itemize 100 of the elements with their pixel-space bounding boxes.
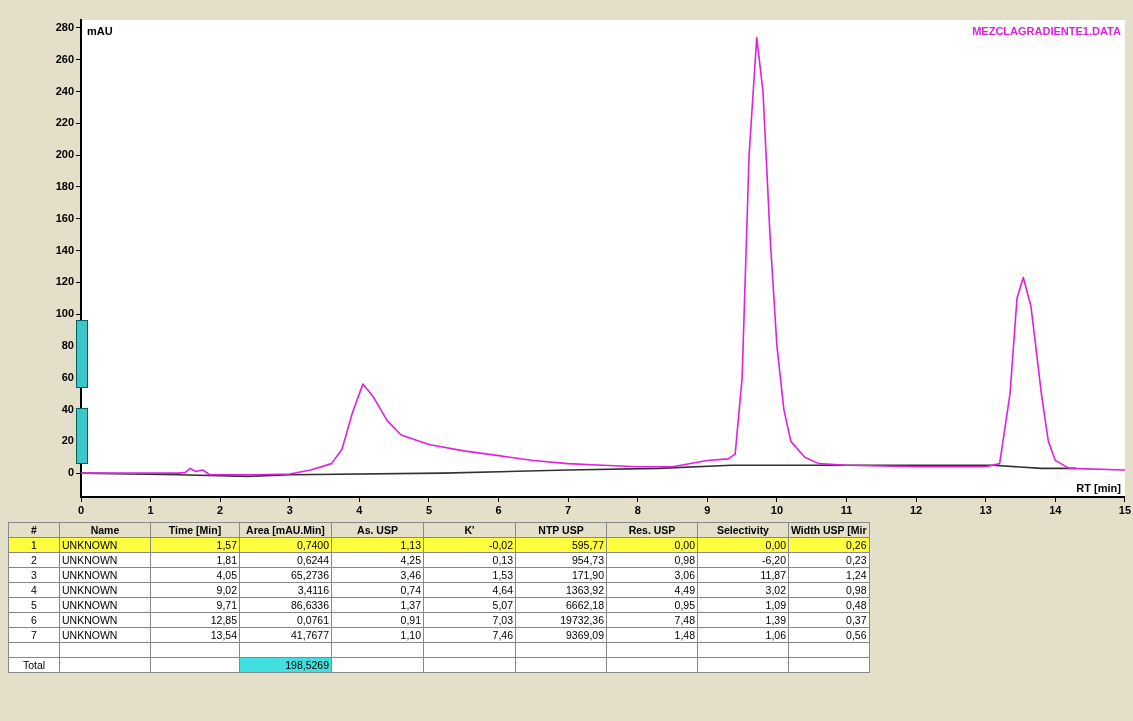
- text: 0,95: [606, 597, 698, 613]
- text: 0,91: [331, 612, 424, 628]
- y-tick-label: 200: [55, 148, 74, 161]
- x-axis-title: RT [min]: [1076, 481, 1122, 494]
- text: #: [8, 522, 60, 538]
- text: UNKNOWN: [59, 537, 151, 553]
- y-tick-label: 80: [61, 338, 74, 351]
- text: 2: [8, 552, 60, 568]
- chart-title: MEZCLAGRADIENTE1.DATA: [972, 24, 1121, 37]
- y-tick-label: 180: [55, 179, 74, 192]
- text: 19732,36: [515, 612, 607, 628]
- text: 4,64: [423, 582, 516, 598]
- text: 0,7400: [239, 537, 332, 553]
- text: 1,81: [150, 552, 240, 568]
- text: 1,48: [606, 627, 698, 643]
- y-tick-label: 0: [67, 466, 74, 479]
- text: 7: [8, 627, 60, 643]
- y-tick-label: 100: [55, 307, 74, 320]
- text: UNKNOWN: [59, 627, 151, 643]
- text: 0,0761: [239, 612, 332, 628]
- text: -0,02: [423, 537, 516, 553]
- y-tick-label: 40: [61, 402, 74, 415]
- text: 171,90: [515, 567, 607, 583]
- y-tick-label: 260: [55, 52, 74, 65]
- text: 3,46: [331, 567, 424, 583]
- text: 4,05: [150, 567, 240, 583]
- text: UNKNOWN: [59, 582, 151, 598]
- x-tick-label: 7: [565, 503, 572, 516]
- text: 0,48: [788, 597, 870, 613]
- text: NTP USP: [515, 522, 607, 538]
- text: 41,7677: [239, 627, 332, 643]
- x-tick-label: 13: [979, 503, 992, 516]
- text: 0,26: [788, 537, 870, 553]
- text: 1,37: [331, 597, 424, 613]
- y-tick-label: 20: [61, 434, 74, 447]
- x-tick-label: 14: [1049, 503, 1063, 516]
- y-tick-label: 240: [55, 84, 74, 97]
- text: 954,73: [515, 552, 607, 568]
- text: 595,77: [515, 537, 607, 553]
- text: K': [423, 522, 516, 538]
- text: 0,56: [788, 627, 870, 643]
- text: 7,48: [606, 612, 698, 628]
- text: Area [mAU.Min]: [239, 522, 332, 538]
- text: 0,37: [788, 612, 870, 628]
- text: 1,13: [331, 537, 424, 553]
- text: 0,98: [606, 552, 698, 568]
- text: As. USP: [331, 522, 424, 538]
- text: 65,2736: [239, 567, 332, 583]
- text: 12,85: [150, 612, 240, 628]
- text: Width USP [Mir: [788, 522, 870, 538]
- text: 3: [8, 567, 60, 583]
- text: 3,06: [606, 567, 698, 583]
- text: 1,06: [697, 627, 789, 643]
- text: 4,49: [606, 582, 698, 598]
- text: Time [Min]: [150, 522, 240, 538]
- x-tick-label: 0: [77, 503, 85, 516]
- y-tick-label: 140: [55, 243, 74, 256]
- x-tick-label: 2: [217, 503, 224, 516]
- x-tick-label: 10: [770, 503, 784, 516]
- x-tick-label: 1: [147, 503, 154, 516]
- text: Res. USP: [606, 522, 698, 538]
- text: 9369,09: [515, 627, 607, 643]
- x-tick-label: 4: [356, 503, 364, 516]
- text: 1,57: [150, 537, 240, 553]
- text: Total: [8, 657, 60, 673]
- x-tick-label: 12: [909, 503, 923, 516]
- x-tick-label: 5: [425, 503, 433, 516]
- text: 0,23: [788, 552, 870, 568]
- x-tick-label: 11: [840, 503, 853, 516]
- text: 1363,92: [515, 582, 607, 598]
- text: 11,87: [697, 567, 789, 583]
- text: 13,54: [150, 627, 240, 643]
- text: -6,20: [697, 552, 789, 568]
- text: 0,74: [331, 582, 424, 598]
- y-tick-label: 280: [55, 20, 74, 33]
- text: 7,46: [423, 627, 516, 643]
- x-tick-label: 8: [634, 503, 641, 516]
- x-tick-label: 15: [1118, 503, 1132, 516]
- text: 6662,18: [515, 597, 607, 613]
- y-axis-title: mAU: [87, 24, 113, 37]
- text: 0,00: [697, 537, 789, 553]
- text: 4: [8, 582, 60, 598]
- text: 3,4116: [239, 582, 332, 598]
- y-tick-label: 60: [61, 370, 74, 383]
- text: 9,02: [150, 582, 240, 598]
- text: 6: [8, 612, 60, 628]
- text: Name: [59, 522, 151, 538]
- text: 1,10: [331, 627, 424, 643]
- text: 1,09: [697, 597, 789, 613]
- text: 0,00: [606, 537, 698, 553]
- text: 1,39: [697, 612, 789, 628]
- text: UNKNOWN: [59, 567, 151, 583]
- text: 9,71: [150, 597, 240, 613]
- text: 5,07: [423, 597, 516, 613]
- text: 86,6336: [239, 597, 332, 613]
- text: 1: [8, 537, 60, 553]
- text: 4,25: [331, 552, 424, 568]
- text: 0,13: [423, 552, 516, 568]
- text: 1,24: [788, 567, 870, 583]
- x-tick-label: 3: [286, 503, 293, 516]
